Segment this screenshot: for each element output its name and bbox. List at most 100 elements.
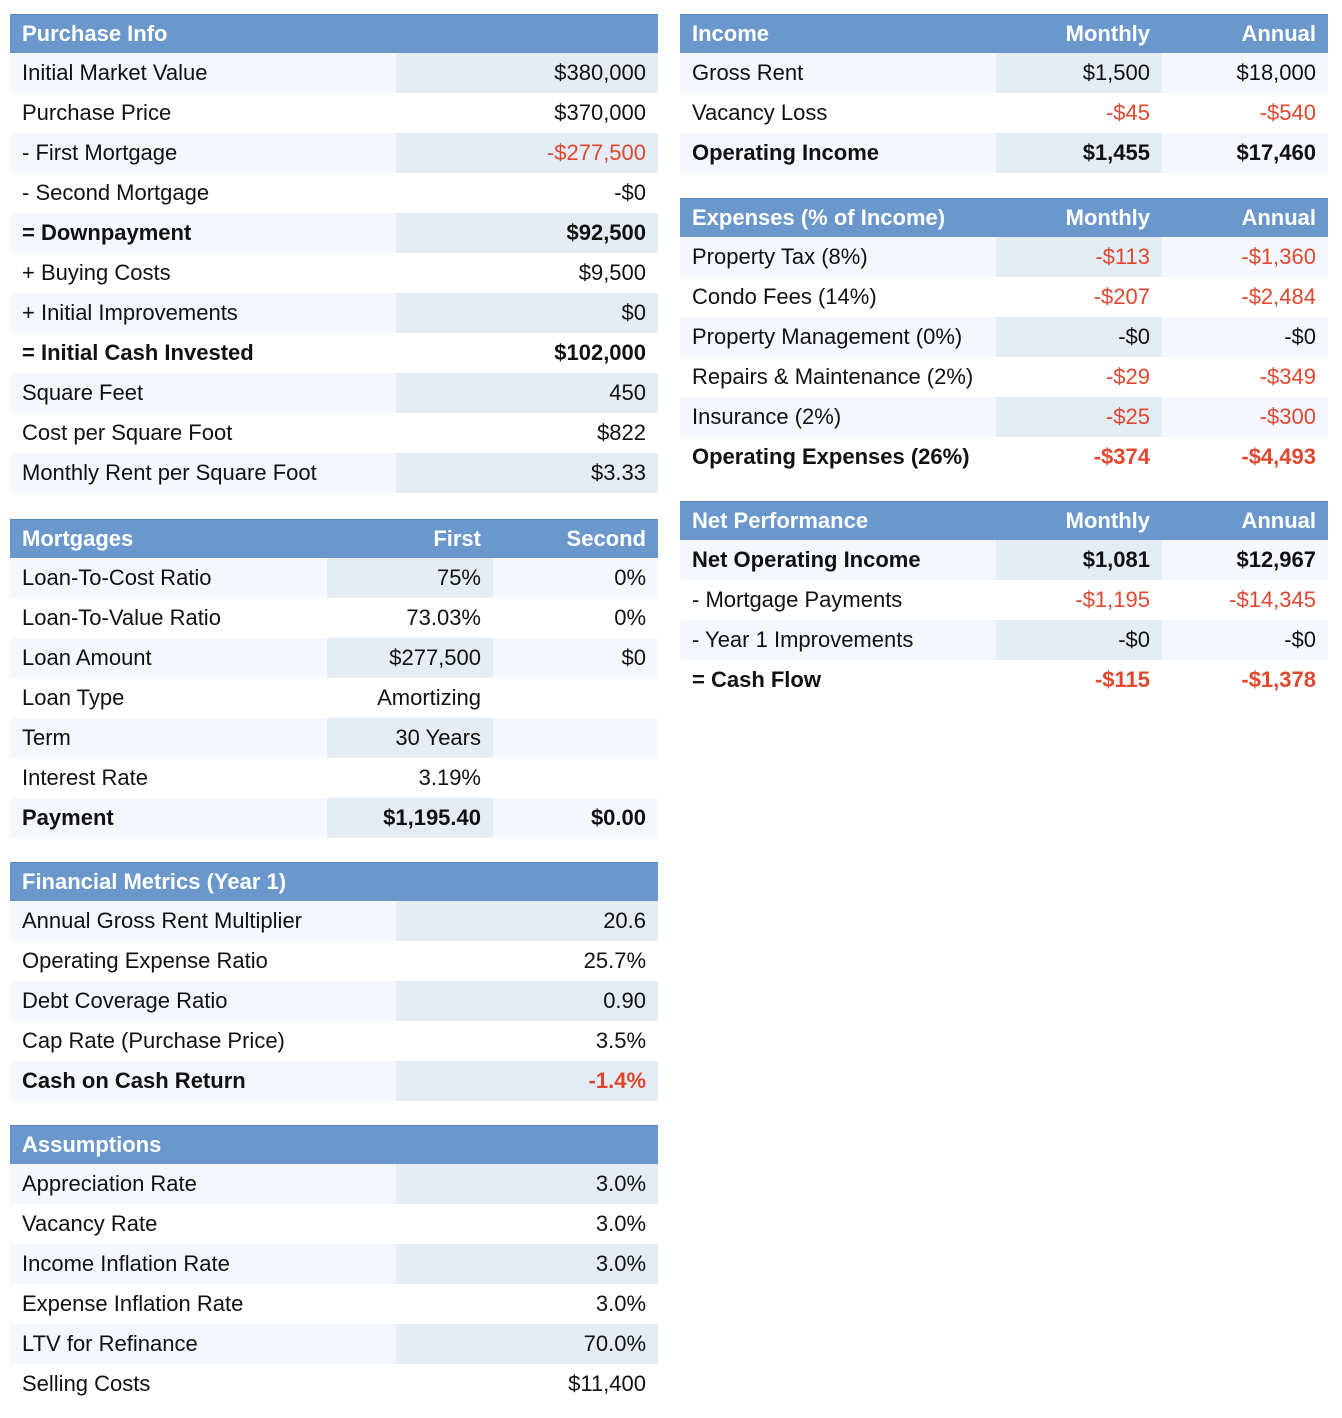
row-label: = Initial Cash Invested	[10, 333, 396, 373]
row-monthly: $1,081	[996, 540, 1162, 580]
table-row: Property Tax (8%) -$113 -$1,360	[680, 237, 1328, 277]
income-table: Income Monthly Annual Gross Rent $1,500 $1…	[680, 14, 1328, 173]
row-monthly: $1,455	[996, 133, 1162, 173]
income-panel: Income Monthly Annual Gross Rent $1,500 $1…	[680, 14, 1328, 173]
row-label: Property Tax (8%)	[680, 237, 996, 277]
row-label: Operating Expenses (26%)	[680, 437, 996, 477]
row-second: $0.00	[493, 798, 658, 838]
row-value: $0	[396, 293, 659, 333]
row-first: 30 Years	[327, 718, 493, 758]
table-row: Interest Rate 3.19%	[10, 758, 658, 798]
row-value: 3.5%	[396, 1021, 659, 1061]
row-label: - Year 1 Improvements	[680, 620, 996, 660]
row-value: 0.90	[396, 981, 659, 1021]
row-value: 70.0%	[396, 1324, 659, 1364]
row-label: Operating Income	[680, 133, 996, 173]
table-row: Debt Coverage Ratio 0.90	[10, 981, 659, 1021]
table-row: Repairs & Maintenance (2%) -$29 -$349	[680, 357, 1328, 397]
row-label: Condo Fees (14%)	[680, 277, 996, 317]
table-row: Vacancy Rate 3.0%	[10, 1204, 659, 1244]
row-label: Repairs & Maintenance (2%)	[680, 357, 996, 397]
row-value: 3.0%	[396, 1284, 659, 1324]
table-row: - First Mortgage -$277,500	[10, 133, 659, 173]
row-label: Initial Market Value	[10, 53, 396, 93]
assumptions-panel: Assumptions Appreciation Rate 3.0% Vacancy…	[10, 1125, 659, 1404]
row-first: $1,195.40	[327, 798, 493, 838]
row-monthly: -$115	[996, 660, 1162, 700]
table-row: Loan-To-Value Ratio 73.03% 0%	[10, 598, 658, 638]
financial-metrics-panel: Financial Metrics (Year 1) Annual Gross …	[10, 862, 659, 1101]
row-label: Interest Rate	[10, 758, 327, 798]
income-col-annual: Annual	[1162, 14, 1328, 53]
table-row: + Buying Costs $9,500	[10, 253, 659, 293]
row-second: $0	[493, 638, 658, 678]
row-annual: -$4,493	[1162, 437, 1328, 477]
mortgages-col-second: Second	[493, 519, 658, 558]
row-annual: -$1,360	[1162, 237, 1328, 277]
row-first: Amortizing	[327, 678, 493, 718]
row-monthly: -$207	[996, 277, 1162, 317]
row-second: 0%	[493, 598, 658, 638]
row-label: Selling Costs	[10, 1364, 396, 1404]
table-row: - Mortgage Payments -$1,195 -$14,345	[680, 580, 1328, 620]
table-row: Operating Expense Ratio 25.7%	[10, 941, 659, 981]
row-label: Net Operating Income	[680, 540, 996, 580]
row-value: $380,000	[396, 53, 659, 93]
row-value: $11,400	[396, 1364, 659, 1404]
table-row: Annual Gross Rent Multiplier 20.6	[10, 901, 659, 941]
row-value: $370,000	[396, 93, 659, 133]
row-value: -1.4%	[396, 1061, 659, 1101]
row-first: 73.03%	[327, 598, 493, 638]
table-row: + Initial Improvements $0	[10, 293, 659, 333]
table-row: Loan-To-Cost Ratio 75% 0%	[10, 558, 658, 598]
row-value: $102,000	[396, 333, 659, 373]
row-label: Monthly Rent per Square Foot	[10, 453, 396, 493]
row-label: Debt Coverage Ratio	[10, 981, 396, 1021]
row-value: 3.0%	[396, 1204, 659, 1244]
row-label: Loan Type	[10, 678, 327, 718]
row-label: Cap Rate (Purchase Price)	[10, 1021, 396, 1061]
income-col-monthly: Monthly	[996, 14, 1162, 53]
table-row: Condo Fees (14%) -$207 -$2,484	[680, 277, 1328, 317]
row-label: - First Mortgage	[10, 133, 396, 173]
row-value: $3.33	[396, 453, 659, 493]
row-annual: -$300	[1162, 397, 1328, 437]
table-row: - Year 1 Improvements -$0 -$0	[680, 620, 1328, 660]
net-performance-panel: Net Performance Monthly Annual Net Opera…	[680, 501, 1328, 700]
table-row: Selling Costs $11,400	[10, 1364, 659, 1404]
row-second	[493, 678, 658, 718]
net-performance-table: Net Performance Monthly Annual Net Opera…	[680, 501, 1328, 700]
table-row: = Cash Flow -$115 -$1,378	[680, 660, 1328, 700]
table-row: Appreciation Rate 3.0%	[10, 1164, 659, 1204]
table-row: Term 30 Years	[10, 718, 658, 758]
table-row: Cost per Square Foot $822	[10, 413, 659, 453]
row-label: Cash on Cash Return	[10, 1061, 396, 1101]
row-label: Income Inflation Rate	[10, 1244, 396, 1284]
row-label: Appreciation Rate	[10, 1164, 396, 1204]
row-label: Square Feet	[10, 373, 396, 413]
table-row: = Initial Cash Invested $102,000	[10, 333, 659, 373]
row-label: Property Management (0%)	[680, 317, 996, 357]
row-label: Payment	[10, 798, 327, 838]
row-annual: -$0	[1162, 317, 1328, 357]
row-label: Operating Expense Ratio	[10, 941, 396, 981]
table-row: Insurance (2%) -$25 -$300	[680, 397, 1328, 437]
row-first: 75%	[327, 558, 493, 598]
row-annual: $17,460	[1162, 133, 1328, 173]
net-performance-col-monthly: Monthly	[996, 501, 1162, 540]
table-row: Loan Amount $277,500 $0	[10, 638, 658, 678]
net-performance-col-annual: Annual	[1162, 501, 1328, 540]
assumptions-title: Assumptions	[10, 1125, 659, 1164]
table-row: Cash on Cash Return -1.4%	[10, 1061, 659, 1101]
assumptions-table: Assumptions Appreciation Rate 3.0% Vacancy…	[10, 1125, 659, 1404]
table-row: Property Management (0%) -$0 -$0	[680, 317, 1328, 357]
row-monthly: -$113	[996, 237, 1162, 277]
row-label: Cost per Square Foot	[10, 413, 396, 453]
row-second	[493, 718, 658, 758]
table-row: Operating Income $1,455 $17,460	[680, 133, 1328, 173]
table-row: Monthly Rent per Square Foot $3.33	[10, 453, 659, 493]
row-monthly: -$0	[996, 620, 1162, 660]
row-label: - Mortgage Payments	[680, 580, 996, 620]
row-annual: $12,967	[1162, 540, 1328, 580]
row-annual: -$0	[1162, 620, 1328, 660]
